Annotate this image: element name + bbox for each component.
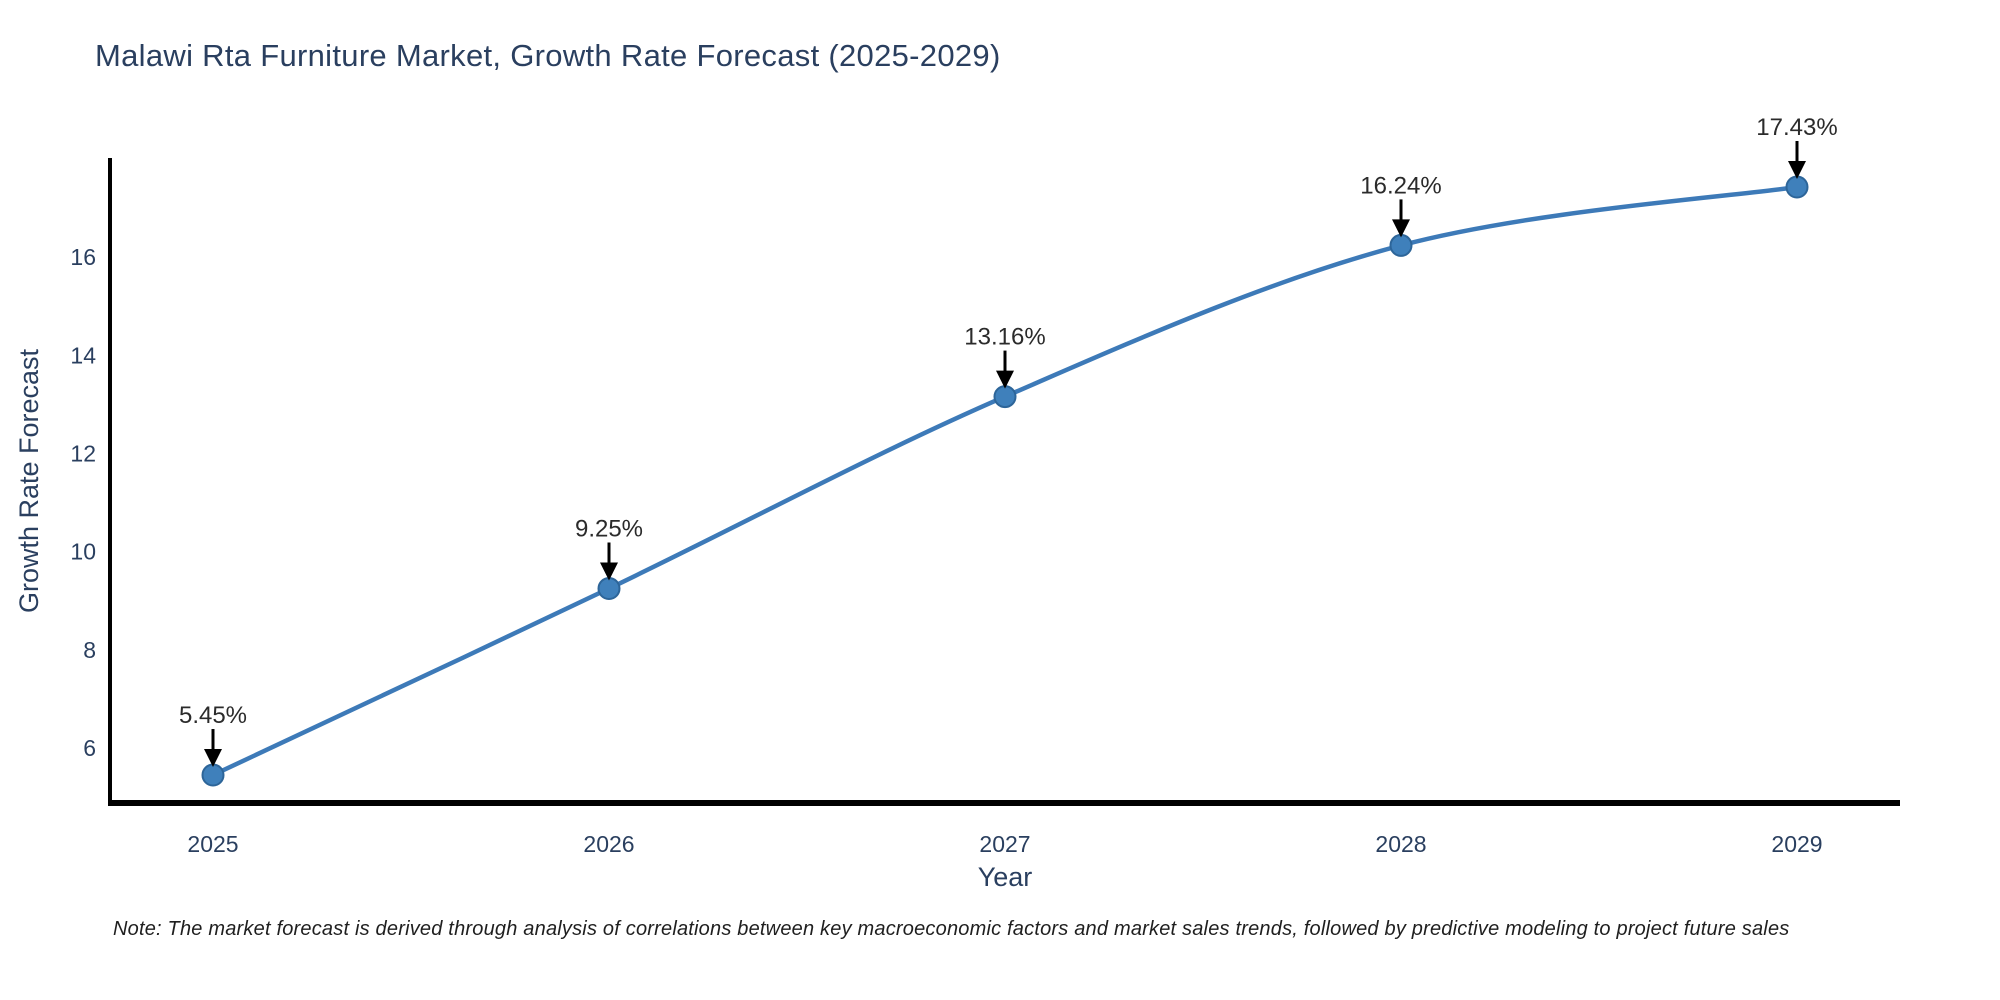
x-tick-label: 2025 [187,831,238,857]
x-tick-label: 2026 [583,831,634,857]
annotation-arrowhead [204,749,222,768]
data-point-marker [597,577,621,601]
annotation-arrowhead [996,370,1014,389]
annotation-arrowhead [600,562,618,581]
y-tick-label: 8 [83,637,96,663]
data-point-label: 9.25% [575,516,643,543]
x-tick-label: 2027 [979,831,1030,857]
data-point-marker [993,385,1017,409]
forecast-line [210,184,1800,778]
y-tick-label: 6 [83,735,96,761]
data-point-marker [201,763,225,787]
data-point-label: 16.24% [1360,172,1441,199]
y-tick-label: 14 [70,342,96,368]
annotation-arrowhead [1788,160,1806,179]
chart-title: Malawi Rta Furniture Market, Growth Rate… [95,38,1001,73]
footnote: Note: The market forecast is derived thr… [113,918,1790,940]
y-axis-title: Growth Rate Forecast [14,348,44,613]
y-tick-label: 12 [70,441,96,467]
data-point-label: 13.16% [964,324,1045,351]
y-tick-label: 16 [70,244,96,270]
data-point-marker [1785,175,1809,199]
annotation-arrowhead [1392,219,1410,238]
x-axis-title: Year [978,862,1033,892]
plot-area: 6 8 10 12 14 16 2025 2026 2027 2028 2029 5.45% 9.25%… [70,114,1900,857]
data-point-marker [1389,233,1413,257]
x-tick-label: 2029 [1771,831,1822,857]
data-point-label: 17.43% [1756,114,1837,141]
y-tick-label: 10 [70,539,96,565]
x-tick-label: 2028 [1375,831,1426,857]
data-point-label: 5.45% [179,702,247,729]
